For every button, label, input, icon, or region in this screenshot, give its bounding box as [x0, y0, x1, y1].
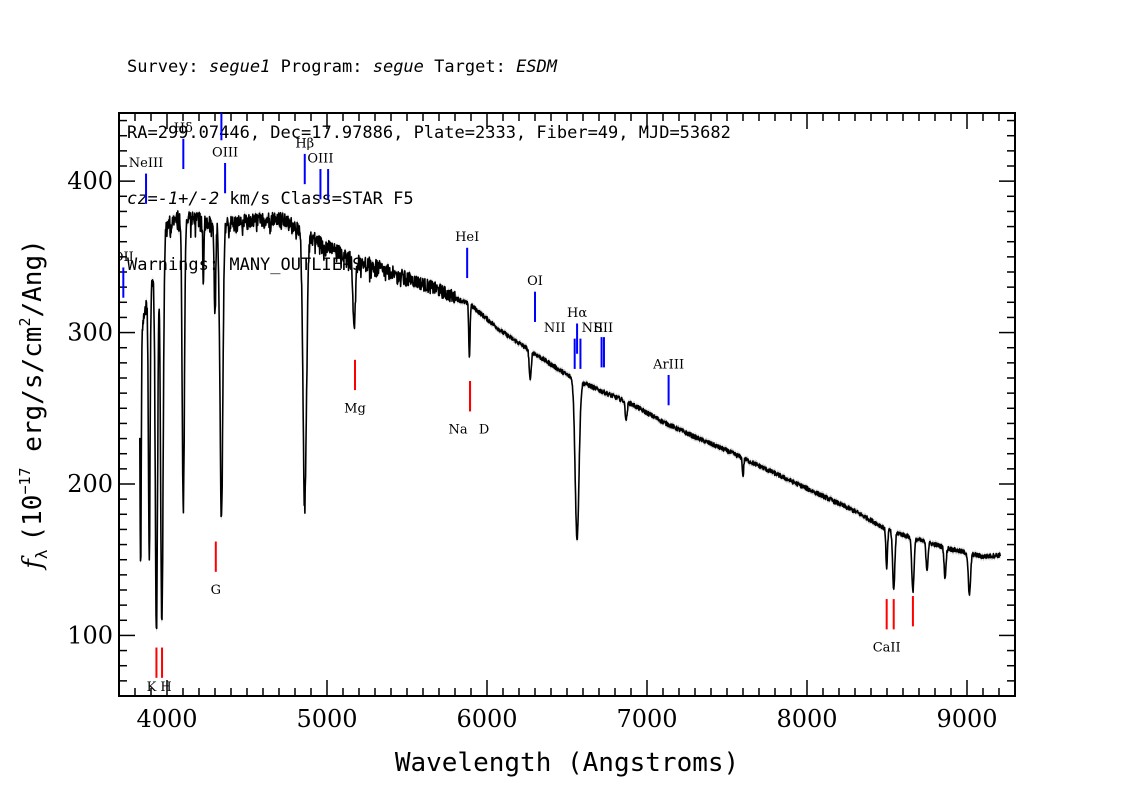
target-value: ESDM [516, 57, 558, 77]
absorption-marker-label: K [147, 680, 157, 695]
emission-marker-label: Hβ [295, 136, 314, 151]
error-band [139, 206, 1001, 633]
absorption-marker-label: D [479, 422, 489, 437]
x-tick-label: 4000 [136, 705, 197, 733]
emission-marker-label: Hγ [212, 92, 231, 107]
absorption-marker-label: Na [448, 422, 467, 437]
emission-marker-label: OIII [307, 151, 333, 166]
emission-marker-label: SII [594, 321, 613, 336]
plot-frame [118, 112, 1016, 697]
redshift-value: cz=-1+/-2 [127, 189, 220, 209]
emission-marker-label: NeIII [129, 156, 163, 171]
target-label: Target: [434, 57, 506, 77]
y-axis-mid: erg/s/cm [18, 327, 48, 468]
header-line-2: RA=299.07446, Dec=17.97886, Plate=2333, … [127, 123, 731, 143]
y-axis-title: fλ(10−17 erg/s/cm2/Ang) [16, 239, 51, 571]
x-tick-label: 9000 [936, 705, 997, 733]
y-tick-label: 300 [67, 319, 113, 347]
program-label: Program: [280, 57, 363, 77]
x-tick-label: 6000 [456, 705, 517, 733]
emission-marker-label: Hδ [174, 121, 193, 136]
x-tick-label: 7000 [616, 705, 677, 733]
y-tick-label: 400 [67, 167, 113, 195]
axis-ticks [118, 113, 1016, 696]
survey-value: segue1 [208, 57, 271, 77]
emission-marker-label: OII [113, 250, 134, 265]
x-tick-label: 8000 [776, 705, 837, 733]
line-markers: OIINeIIIHδHγOIIIHβOIIIHeIOINIIHαNIISIIAr… [113, 92, 914, 695]
header-line-1: Survey: segue1 Program: segue Target: ES… [127, 56, 731, 78]
spectrum-header: Survey: segue1 Program: segue Target: ES… [127, 12, 731, 298]
marker-group: OIINeIIIHδHγOIIIHβOIIIHeIOINIIHαNIISIIAr… [113, 92, 914, 695]
y-tick-label: 200 [67, 470, 113, 498]
y-axis-exp2: 2 [16, 318, 34, 327]
x-tick-label: 5000 [296, 705, 357, 733]
header-line-3: cz=-1+/-2 km/s Class=STAR F5 [127, 188, 731, 210]
class-value: km/s Class=STAR F5 [229, 189, 414, 209]
absorption-marker-label: Mg [344, 401, 366, 416]
tick-labels: 4000 5000 6000 7000 8000 9000 100 200 300 400 [67, 167, 997, 733]
spectrum-layer [139, 210, 1002, 630]
y-axis-lambda: λ [32, 549, 51, 559]
program-value: segue [372, 57, 424, 77]
absorption-marker-label: CaII [873, 641, 901, 656]
y-axis-exp1: −17 [16, 467, 34, 494]
emission-marker-label: NII [544, 321, 566, 336]
emission-marker-label: Hα [567, 306, 587, 321]
emission-marker-label: OI [527, 274, 543, 289]
survey-label: Survey: [127, 57, 199, 77]
absorption-marker-label: H [160, 680, 171, 695]
emission-marker-label: HeI [455, 230, 479, 245]
y-tick-label: 100 [67, 621, 113, 649]
absorption-marker-label: G [211, 583, 221, 598]
header-line-4: Warnings: MANY_OUTLIERS [127, 255, 363, 275]
emission-marker-label: OIII [212, 145, 238, 160]
emission-marker-label: ArIII [652, 357, 684, 372]
x-axis-title: Wavelength (Angstroms) [395, 748, 739, 778]
y-axis-pre: (10 [18, 495, 48, 542]
spectrum-line [139, 210, 1002, 630]
y-axis-post: /Ang) [18, 239, 48, 317]
error-band-shape [139, 206, 1001, 633]
emission-marker-label: NII [582, 321, 604, 336]
